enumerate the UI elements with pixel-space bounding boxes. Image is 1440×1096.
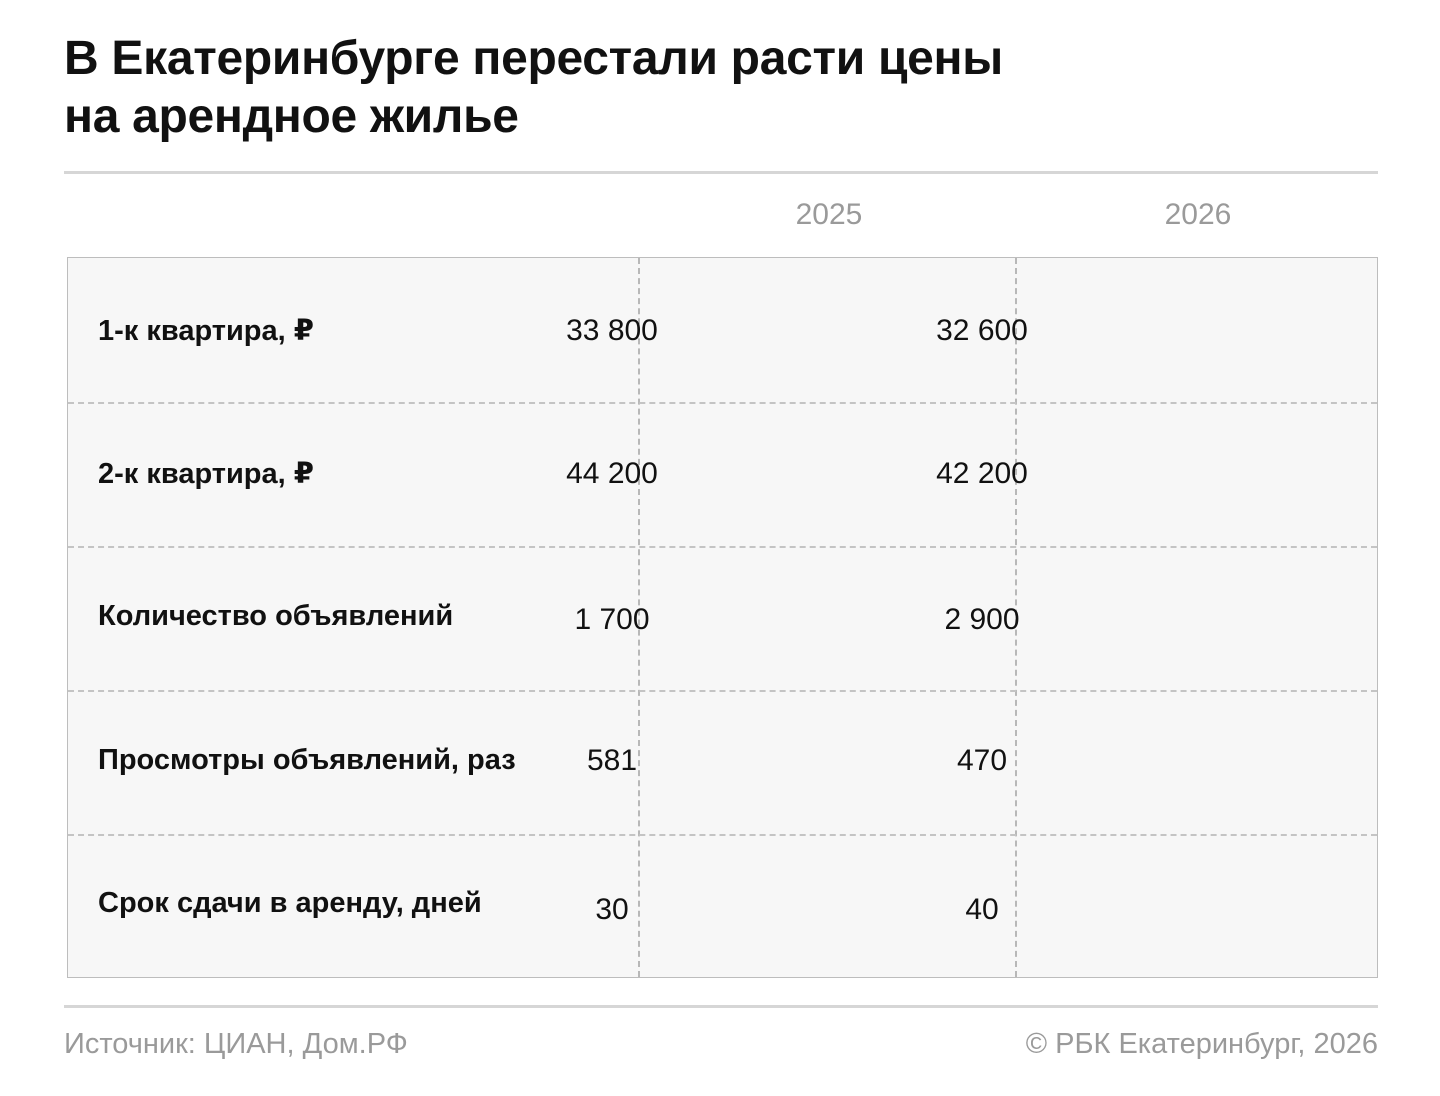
row-divider [68,402,1377,404]
top-divider [64,171,1378,174]
cell-value-2025: 1 700 [574,603,650,636]
chart-title-line-2: на арендное жилье [64,90,519,143]
cell-value-2025: 44 200 [566,457,658,490]
chart-title: В Екатеринбурге перестали расти цены на … [64,30,1264,146]
cell-value-2026: 470 [956,744,1008,777]
chart-title-line-1: В Екатеринбурге перестали расти цены [64,32,1003,85]
row-label: 2-к квартира, ₽ [98,458,314,490]
row-label: Срок сдачи в аренду, дней [98,887,482,919]
copyright-note: © РБК Екатеринбург, 2026 [1025,1028,1378,1060]
row-divider [68,690,1377,692]
cell-value-2026: 40 [965,893,999,926]
cell-value-2025: 581 [586,744,638,777]
column-divider [638,258,640,977]
column-header-2026: 2026 [1164,198,1232,231]
cell-value-2026: 2 900 [944,603,1020,636]
row-label: 1-к квартира, ₽ [98,315,314,347]
column-divider [1015,258,1017,977]
source-note: Источник: ЦИАН, Дом.РФ [64,1028,408,1060]
row-divider [68,834,1377,836]
cell-value-2025: 30 [595,893,629,926]
column-header-2025: 2025 [795,198,863,231]
row-label: Количество объявлений [98,600,454,632]
row-label: Просмотры объявлений, раз [98,744,516,776]
data-table: 1-к квартира, ₽ 33 800 32 600 2-к квартира,… [67,257,1378,978]
cell-value-2026: 32 600 [936,314,1028,347]
cell-value-2026: 42 200 [936,457,1028,490]
row-divider [68,546,1377,548]
bottom-divider [64,1005,1378,1008]
cell-value-2025: 33 800 [566,314,658,347]
